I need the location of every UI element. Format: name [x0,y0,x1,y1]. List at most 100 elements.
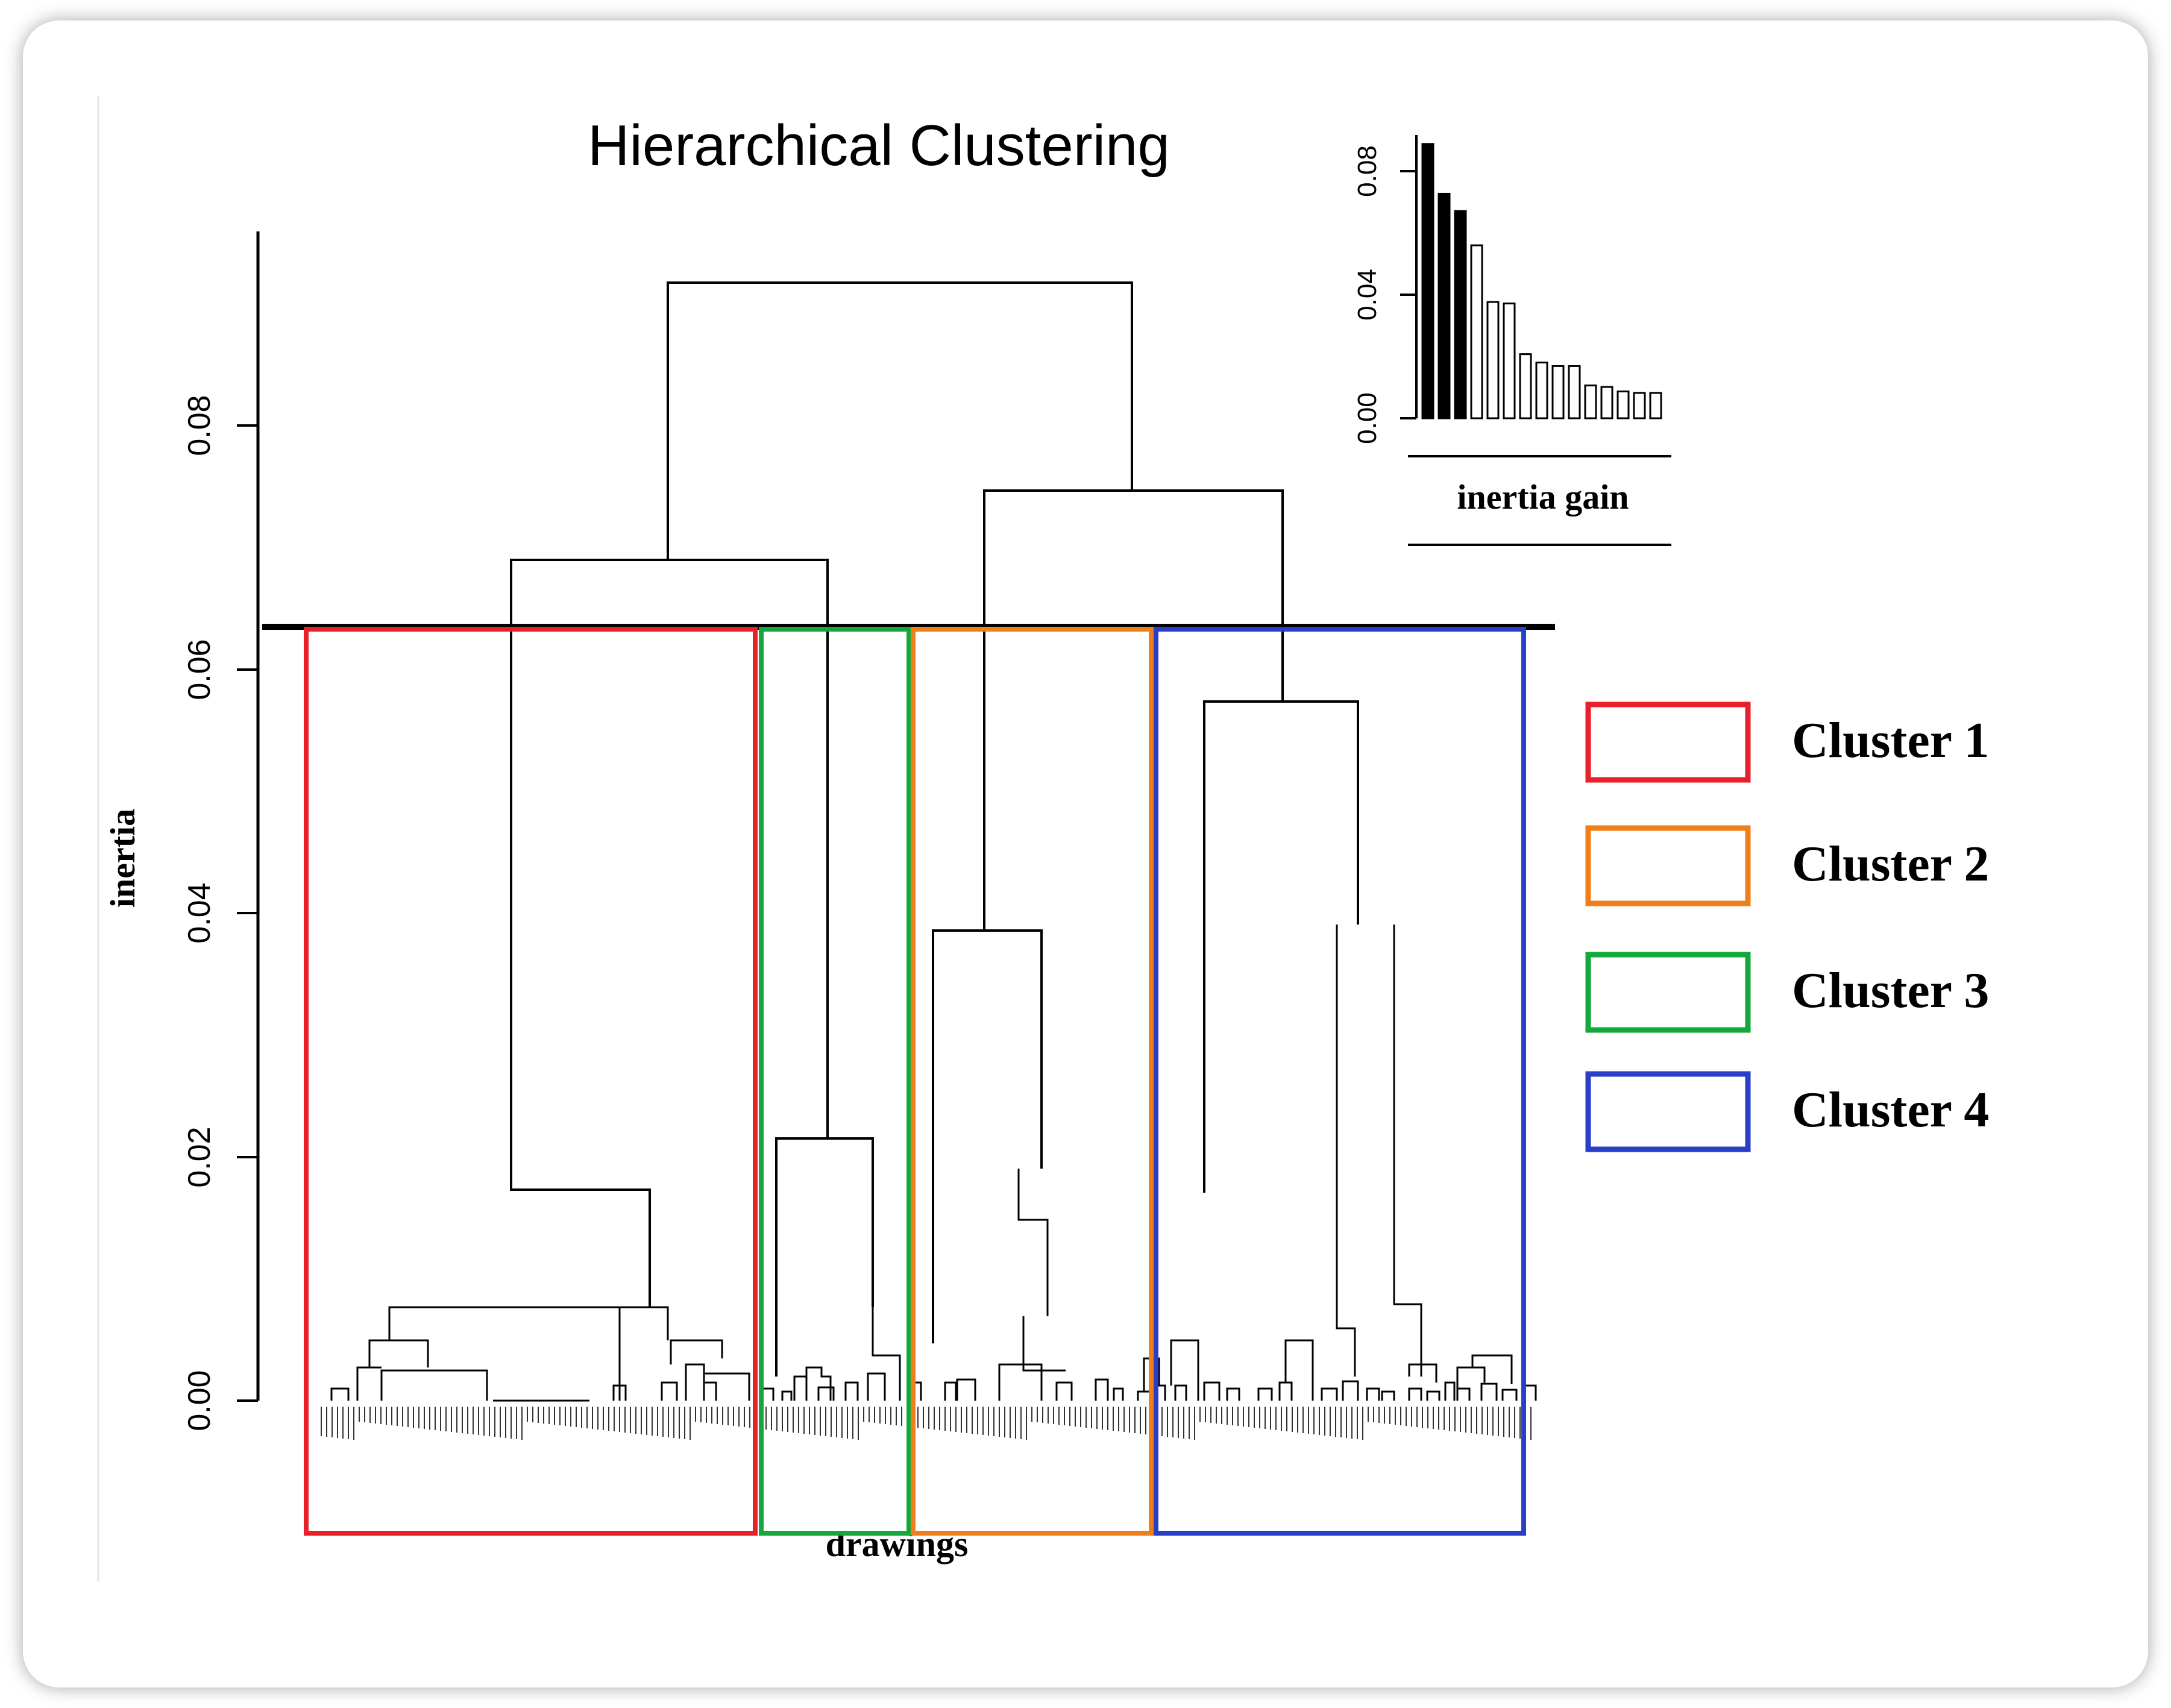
dendrogram-link [867,1372,886,1401]
dendrogram-link [1113,1387,1124,1401]
dendrogram-link [1408,1387,1422,1401]
dendrogram-link [612,1384,627,1401]
dendrogram-link [793,1375,808,1401]
figure-card: Hierarchical Clustering inertia drawings… [23,20,2148,1688]
cluster-2-box [911,627,1154,1536]
dendrogram-link [1342,1380,1359,1401]
dendrogram-link [1336,925,1356,1377]
dendrogram-link [1408,1363,1437,1383]
dendrogram-link [1501,1389,1518,1401]
dendrogram-link [781,1390,793,1401]
chart-title: Hierarchical Clustering [588,113,1170,178]
dendrogram-link [356,1366,382,1401]
dendrogram-link [388,1306,650,1340]
legend-item-cluster-2: Cluster 2 [1585,825,1989,906]
legend-item-cluster-1: Cluster 1 [1585,702,1989,783]
inset-title: inertia gain [1457,477,1629,516]
inset-bar [1486,301,1500,419]
legend-swatch-cluster-3 [1585,952,1751,1033]
dendrogram-link [1278,1381,1293,1401]
inset-bar [1616,390,1630,419]
inset-bar [1535,361,1548,419]
dendrogram-link [1393,925,1422,1377]
inset-bar [1454,210,1467,419]
inset-bar [1470,244,1483,419]
inertia-gain-inset: 0.00 0.04 0.08 inertia gain [1353,135,1671,546]
dendrogram-link [805,1366,832,1401]
dendrogram-link [330,1387,350,1401]
inset-y-tick-label: 0.04 [1353,269,1382,321]
dendrogram-upper-branches [510,281,1359,1377]
y-tick-label: 0.04 [182,882,217,943]
legend-label-cluster-1: Cluster 1 [1792,712,1989,768]
dendrogram-link [380,1369,488,1401]
dendrogram-link [1480,1383,1498,1401]
dendrogram-link [1283,700,1359,925]
dendrogram-link [983,489,1284,626]
legend-label-cluster-4: Cluster 4 [1792,1082,1989,1138]
inset-bar [1421,143,1434,419]
dendrogram-link [1381,1390,1395,1401]
legend-swatch-cluster-2 [1585,825,1751,906]
dendrogram-link [1456,1366,1486,1401]
dendrogram-link [956,1378,976,1401]
dendrogram-link [944,1381,957,1401]
dendrogram-link [1321,1387,1338,1401]
inset-bar [1568,365,1581,419]
dendrogram-link [1444,1381,1456,1401]
dendrogram-link [1203,1381,1221,1401]
dendrogram-link [1284,1339,1314,1401]
inset-bar [1503,303,1516,419]
dendrogram-chart: Hierarchical Clustering inertia drawings… [97,96,1989,1581]
dendrogram-link [1257,1387,1273,1401]
dendrogram-link [1426,1390,1441,1401]
dendrogram-link [510,626,651,1307]
inset-bar [1649,392,1662,419]
cluster-4-box [1154,627,1526,1536]
dendrogram-link [932,626,985,1343]
dendrogram-link [685,1363,717,1401]
dendrogram-link [828,1137,874,1307]
legend-item-cluster-3: Cluster 3 [1585,952,1989,1033]
dendrogram-link [667,281,1133,560]
y-tick-label: 0.08 [182,395,217,456]
dendrogram-link [368,1339,429,1367]
legend-label-cluster-3: Cluster 3 [1792,962,1989,1019]
y-tick-label: 0.06 [182,639,217,700]
inset-bars [1421,143,1662,419]
legend-label-cluster-2: Cluster 2 [1792,836,1989,892]
inset-bar [1600,386,1613,419]
dendrogram-link [1170,1339,1199,1401]
dendrogram-link [1137,1390,1151,1401]
dendrogram-link [1017,1169,1049,1316]
dendrogram-link [510,559,829,626]
dendrogram-link [1226,1387,1240,1401]
dendrogram-link [817,1386,835,1401]
dendrogram-link [1456,1387,1471,1401]
cluster-3-box [759,627,911,1536]
inset-bar [1633,392,1646,419]
legend-swatch-cluster-4 [1585,1071,1751,1152]
dendrogram-link [1055,1381,1073,1401]
cluster-legend: Cluster 1 Cluster 2 Cluster 3 Cluster 4 [1585,702,1989,1152]
inset-bar [1437,192,1451,419]
inset-bar [1551,365,1565,419]
cluster-1-box [304,627,758,1536]
inset-bar [1584,385,1597,419]
dendrogram-link [670,1339,723,1364]
dendrogram-link [775,626,829,1377]
dendrogram-link [1203,626,1284,1193]
dendrogram-link [998,1363,1043,1401]
inset-y-tick-label: 0.00 [1353,392,1382,444]
dendrogram-link [1366,1387,1380,1401]
dendrogram-link [872,1307,901,1401]
dendrogram-link [844,1381,859,1401]
dendrogram-link [618,1306,669,1401]
y-axis: 0.00 0.02 0.04 0.06 0.08 [182,231,260,1431]
inset-y-tick-label: 0.08 [1353,145,1382,197]
legend-item-cluster-4: Cluster 4 [1585,1071,1989,1152]
leaf-labels [321,1407,1532,1440]
dendrogram-lower-branches [330,925,1537,1402]
y-tick-label: 0.02 [182,1126,217,1187]
dendrogram-link [1174,1384,1187,1401]
